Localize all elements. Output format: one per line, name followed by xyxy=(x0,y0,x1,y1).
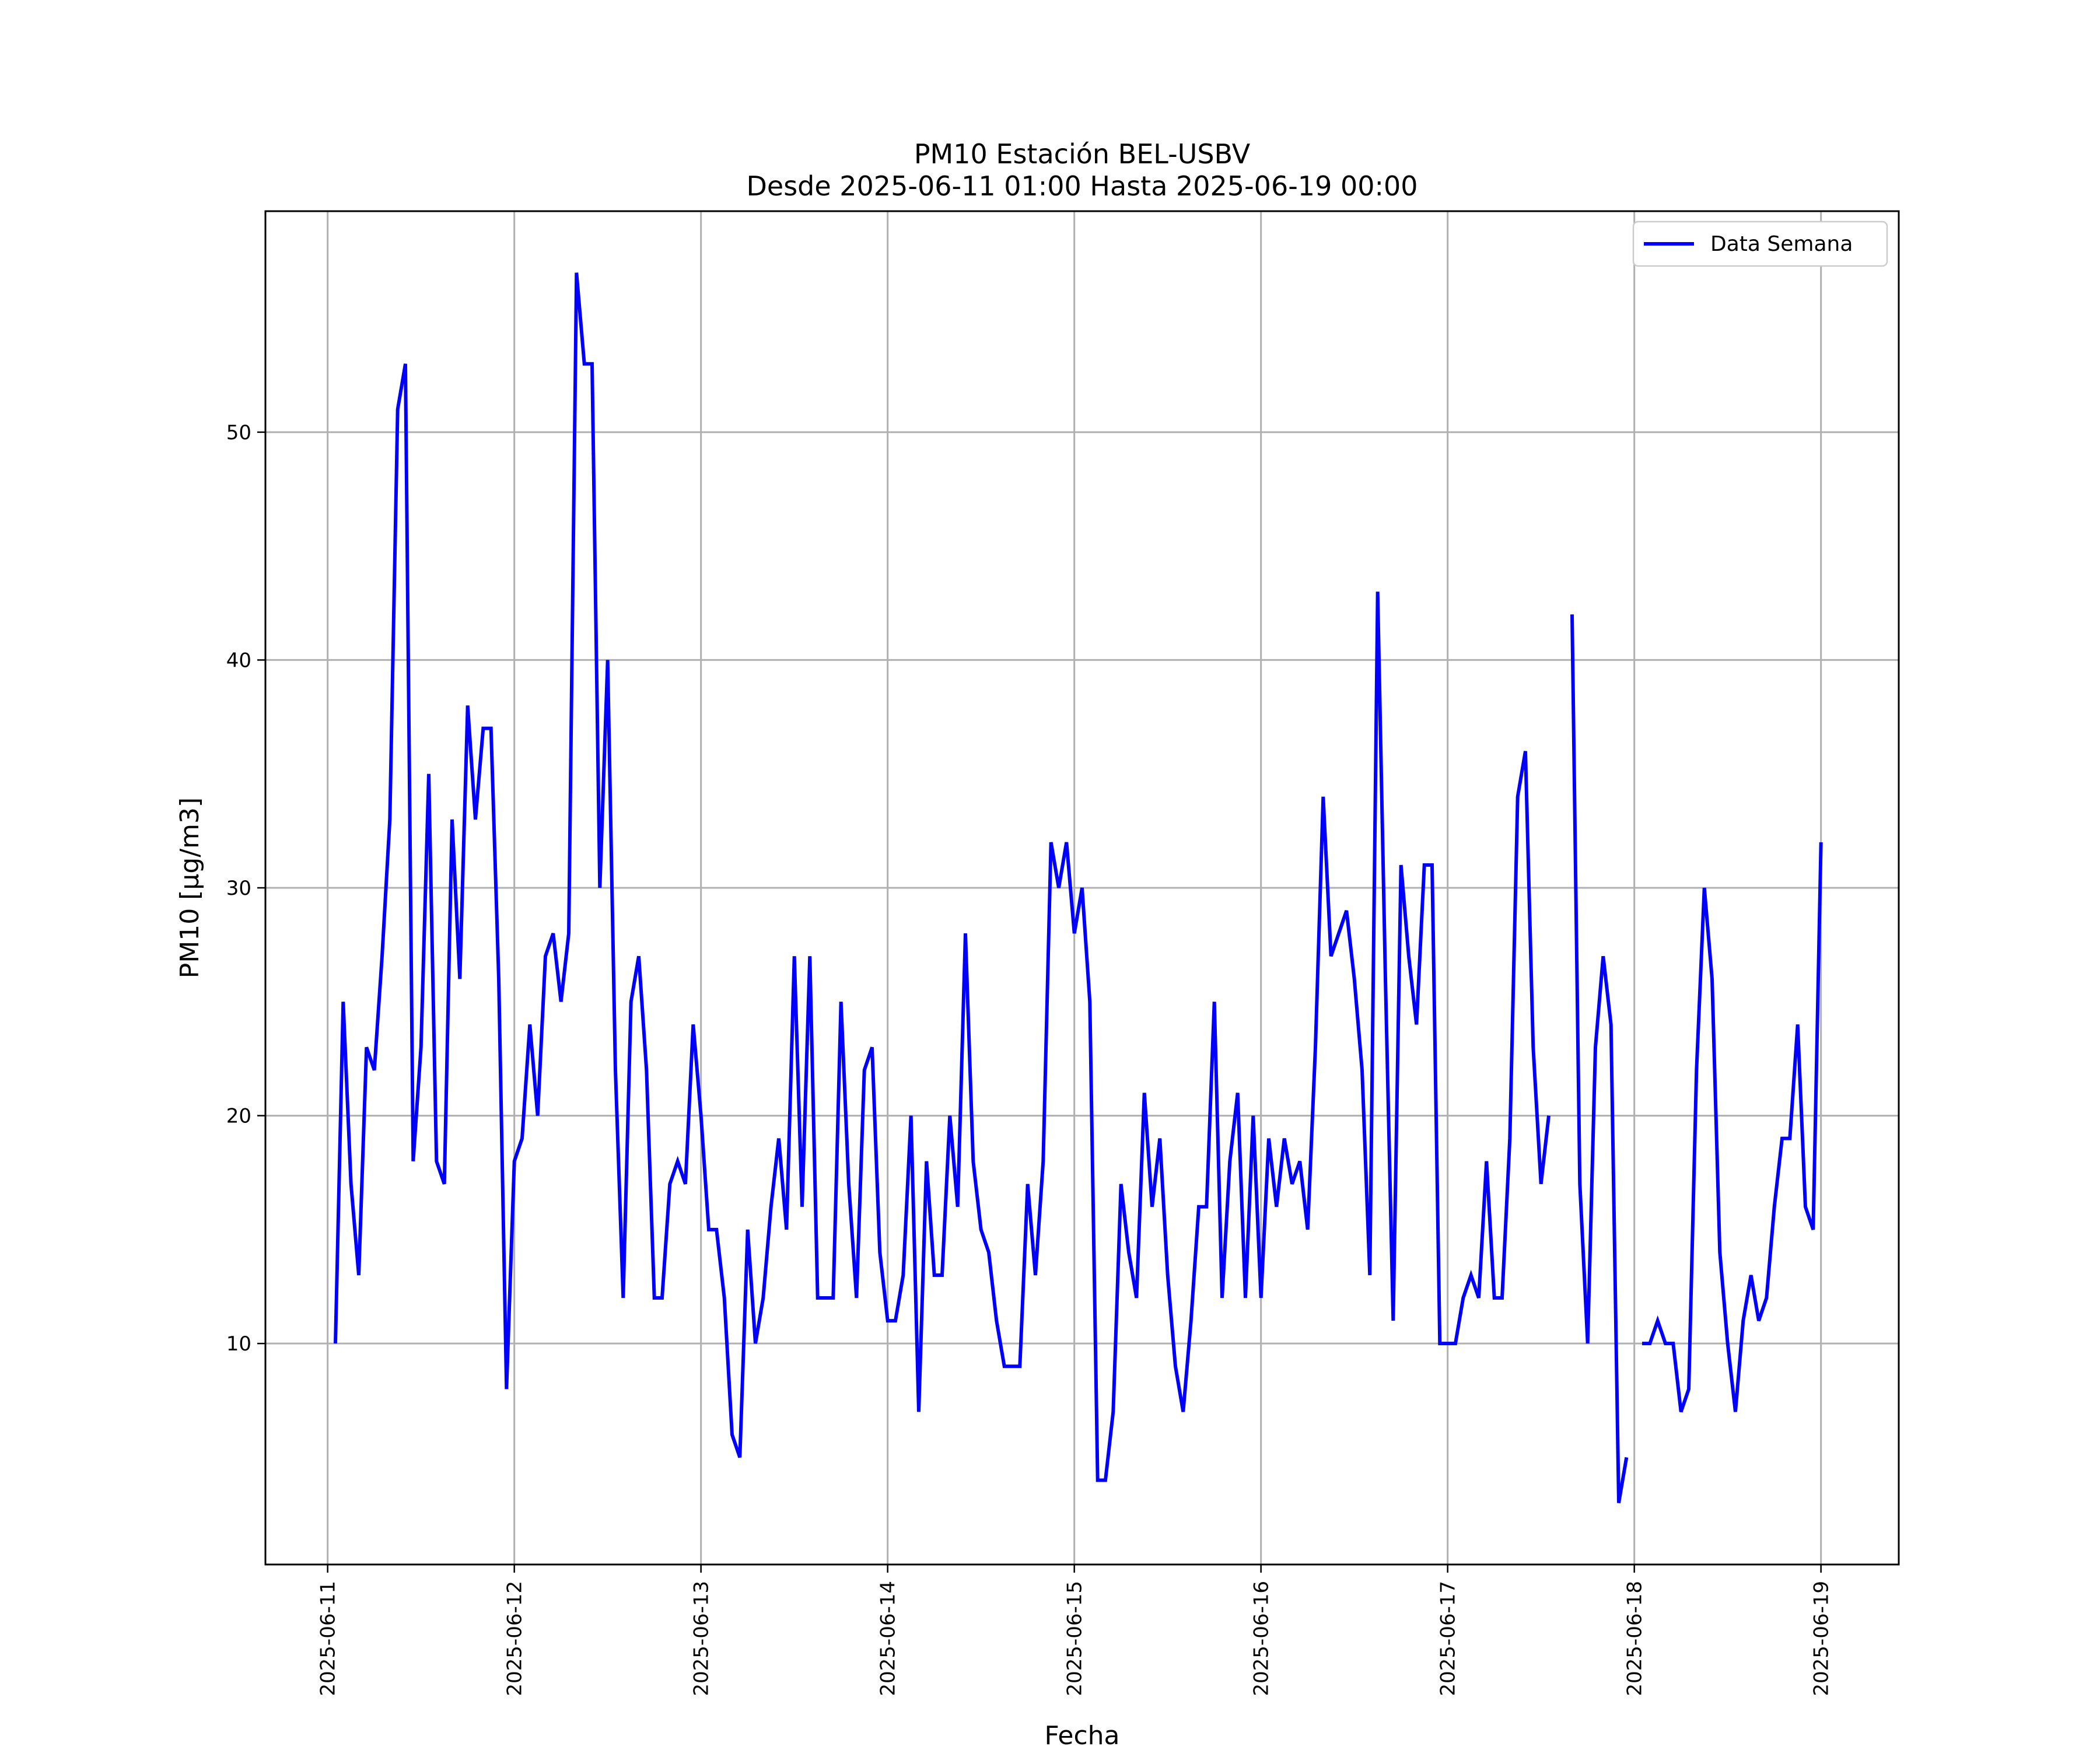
y-axis-label: PM10 [μg/m3] xyxy=(175,797,205,978)
series-line-segment xyxy=(1642,842,1823,1413)
x-tick-label: 2025-06-14 xyxy=(877,1581,900,1696)
y-tick-label: 10 xyxy=(226,1332,251,1356)
chart-title: PM10 Estación BEL-USBV xyxy=(914,138,1251,170)
x-axis-label: Fecha xyxy=(1044,1721,1119,1750)
series-line-segment xyxy=(1570,614,1629,1504)
y-tick-label: 30 xyxy=(226,877,251,900)
plot-area-frame xyxy=(264,210,1900,1566)
chart-subtitle: Desde 2025-06-11 01:00 Hasta 2025-06-19 … xyxy=(746,170,1418,202)
x-tick-label: 2025-06-19 xyxy=(1810,1581,1833,1696)
series-line-segment xyxy=(334,272,1550,1482)
legend: Data Semana xyxy=(1632,220,1888,267)
y-tick-label: 40 xyxy=(226,649,251,672)
y-tick-label: 50 xyxy=(226,421,251,444)
x-axis-ticks: 2025-06-11 2025-06-12 2025-06-13 2025-06-14… xyxy=(317,1564,1833,1696)
legend-box xyxy=(1632,220,1888,267)
x-tick-label: 2025-06-16 xyxy=(1250,1581,1273,1696)
x-tick-label: 2025-06-15 xyxy=(1063,1581,1087,1696)
x-tick-label: 2025-06-18 xyxy=(1623,1581,1647,1696)
series-data-semana xyxy=(334,272,1823,1504)
y-tick-label: 20 xyxy=(226,1105,251,1128)
x-tick-label: 2025-06-17 xyxy=(1437,1581,1460,1696)
x-tick-label: 2025-06-11 xyxy=(317,1581,340,1696)
legend-label-data-semana: Data Semana xyxy=(1710,232,1853,256)
x-tick-label: 2025-06-12 xyxy=(503,1581,527,1696)
y-axis-ticks: 10 20 30 40 50 xyxy=(226,421,265,1356)
x-tick-label: 2025-06-13 xyxy=(690,1581,713,1696)
